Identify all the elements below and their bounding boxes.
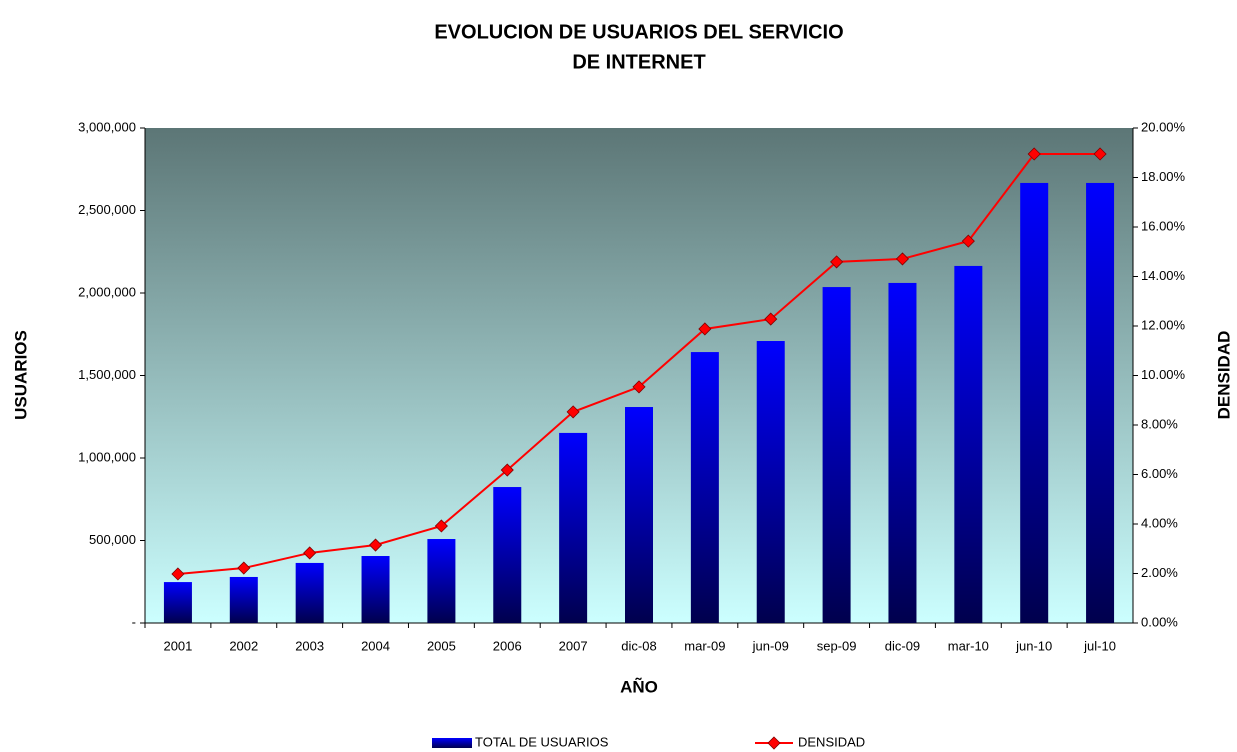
chart-title: EVOLUCION DE USUARIOS DEL SERVICIO [434,21,843,43]
marker [368,538,383,552]
x-tick-label: jun-10 [1015,638,1052,653]
x-tick-label: dic-08 [621,638,656,653]
legend-swatch [432,738,472,748]
bar [493,487,522,623]
marker [632,380,646,394]
marker [303,546,317,560]
y-tick-label: 2,500,000 [78,202,136,217]
x-tick-label: 2006 [493,638,522,653]
y2-tick-label: 12.00% [1141,317,1186,332]
bar [427,539,456,623]
bar [361,556,390,623]
y2-axis-label: DENSIDAD [1214,331,1233,420]
x-tick-label: dic-09 [885,638,920,653]
legend-label: TOTAL DE USUARIOS [475,734,609,749]
y2-tick-label: 2.00% [1141,565,1178,580]
bar [559,432,588,623]
y-tick-label: 1,000,000 [78,449,136,464]
y-tick-label: 2,000,000 [78,284,136,299]
bar [163,582,192,623]
bar [756,341,785,623]
x-tick-label: mar-09 [684,638,725,653]
x-tick-label: 2002 [229,638,258,653]
y-tick-label: 1,500,000 [78,367,136,382]
marker [830,255,844,269]
y2-tick-label: 6.00% [1141,466,1178,481]
y2-tick-label: 20.00% [1141,119,1186,134]
x-tick-label: 2007 [559,638,588,653]
x-tick-label: 2005 [427,638,456,653]
marker [434,519,448,533]
marker [171,567,185,581]
y2-tick-label: 14.00% [1141,268,1186,283]
y-tick-label: - [132,614,136,629]
bar [229,576,258,623]
x-axis-label: AÑO [620,676,658,696]
bar [690,352,719,623]
marker [764,312,778,326]
marker [566,405,580,419]
x-tick-label: 2004 [361,638,390,653]
y2-tick-label: 8.00% [1141,416,1178,431]
marker [895,252,910,266]
y-tick-label: 500,000 [89,532,136,547]
x-tick-label: mar-10 [948,638,989,653]
x-tick-label: sep-09 [817,638,857,653]
x-tick-label: jul-10 [1083,638,1116,653]
marker [1093,147,1107,161]
bar [954,265,983,623]
bar [888,282,917,623]
x-tick-label: 2001 [163,638,192,653]
x-tick-label: jun-09 [752,638,789,653]
marker [1027,147,1041,161]
y2-tick-label: 0.00% [1141,614,1178,629]
marker [961,234,975,248]
bar [625,407,653,623]
legend-label: DENSIDAD [798,734,865,749]
y-axis-label: USUARIOS [11,330,30,420]
y-tick-label: 3,000,000 [78,119,136,134]
chart-title: DE INTERNET [572,51,705,73]
bar [1020,182,1049,623]
marker [237,561,251,575]
y2-tick-label: 18.00% [1141,169,1186,184]
y2-tick-label: 16.00% [1141,218,1186,233]
bar [1086,182,1115,623]
bar [822,287,851,623]
y2-tick-label: 4.00% [1141,515,1178,530]
bar [295,562,324,623]
marker [698,322,712,336]
y2-tick-label: 10.00% [1141,367,1186,382]
marker [500,463,514,477]
x-tick-label: 2003 [295,638,324,653]
legend-swatch [767,736,781,750]
